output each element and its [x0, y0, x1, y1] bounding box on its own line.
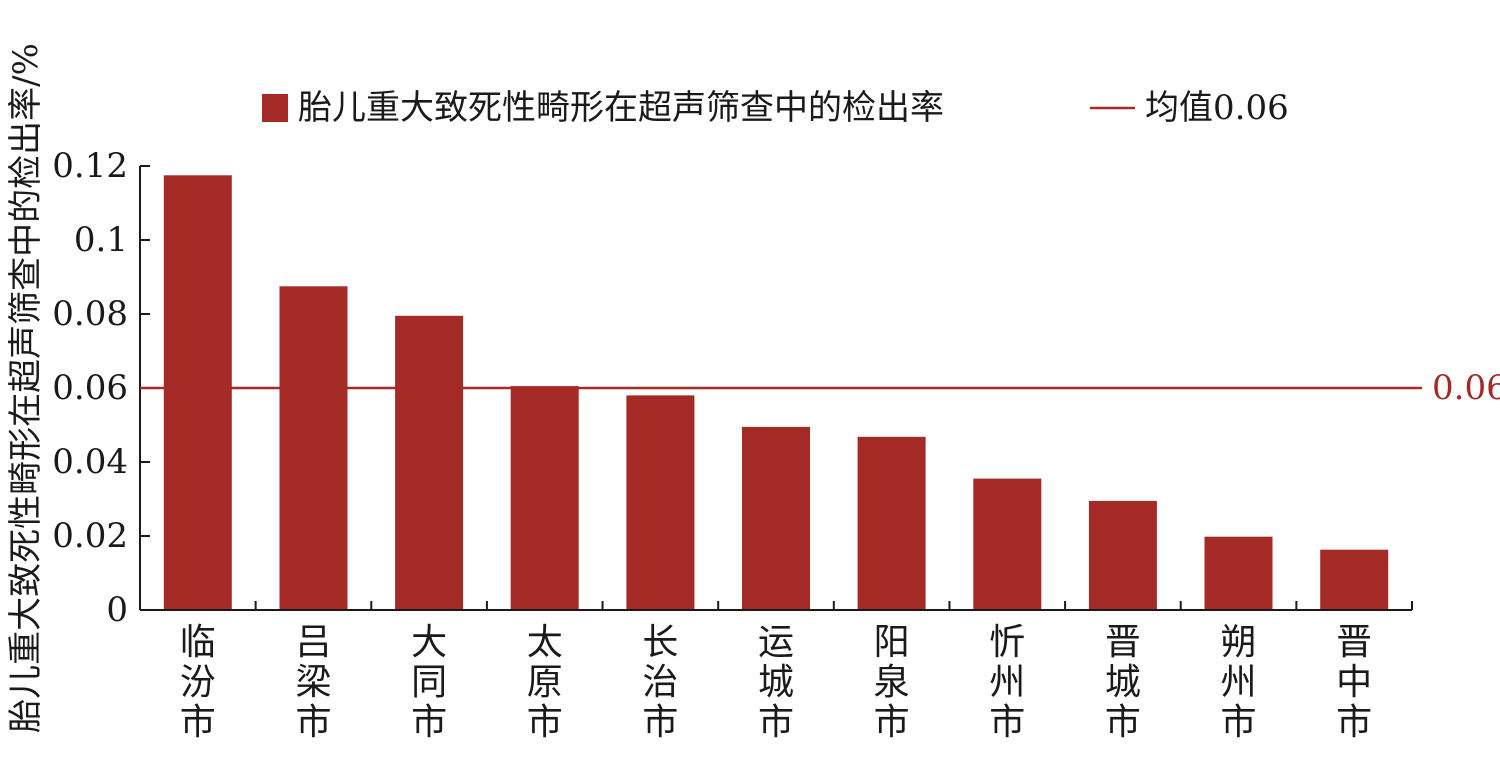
bar-5	[742, 426, 810, 610]
legend-swatch-bar	[262, 94, 288, 122]
bar-3	[510, 386, 579, 610]
y-tick-label-6: 0.12	[52, 146, 128, 186]
legend-label-bar: 胎儿重大致死性畸形在超声筛查中的检出率	[298, 88, 944, 128]
x-tick-label-3: 太原市	[527, 622, 563, 743]
y-tick-label-3: 0.06	[52, 368, 128, 408]
legend: 胎儿重大致死性畸形在超声筛查中的检出率 均值0.06	[262, 88, 1289, 128]
x-tick-label-8: 晋城市	[1105, 622, 1141, 743]
y-axis-title: 胎儿重大致死性畸形在超声筛查中的检出率/%	[6, 43, 46, 733]
x-tick-label-9: 朔州市	[1221, 622, 1257, 743]
mean-line-group: 0.06	[140, 368, 1500, 408]
y-tick-label-2: 0.04	[52, 442, 128, 482]
mean-line-label: 0.06	[1432, 368, 1500, 408]
x-tick-label-2: 大同市	[411, 622, 447, 743]
bar-6	[857, 436, 926, 610]
x-tick-label-0: 临汾市	[180, 622, 216, 743]
bar-2	[395, 315, 464, 610]
x-tick-label-10: 晋中市	[1336, 622, 1372, 743]
x-tick-label-5: 运城市	[758, 622, 794, 743]
y-tick-label-5: 0.1	[74, 220, 128, 260]
bars-group	[163, 175, 1389, 611]
axes-group: 0 0.02 0.04 0.06 0.08 0.1 0.12 临汾市 吕梁市 大同市 太原市 长治市 运…	[52, 146, 1413, 743]
x-tick-label-1: 吕梁市	[295, 622, 331, 743]
x-tick-label-6: 阳泉市	[874, 622, 910, 743]
bar-9	[1204, 536, 1273, 610]
y-tick-label-4: 0.08	[52, 294, 128, 334]
y-tick-label-1: 0.02	[52, 516, 128, 556]
bar-8	[1088, 500, 1157, 610]
legend-label-mean-line: 均值0.06	[1145, 88, 1289, 128]
bar-1	[279, 286, 348, 611]
bar-7	[973, 478, 1042, 610]
x-tick-label-7: 忻州市	[989, 622, 1025, 743]
y-tick-label-0: 0	[106, 590, 128, 630]
x-tick-label-4: 长治市	[642, 622, 678, 743]
bar-10	[1320, 549, 1389, 610]
bar-4	[626, 395, 695, 610]
bar-0	[163, 175, 232, 611]
